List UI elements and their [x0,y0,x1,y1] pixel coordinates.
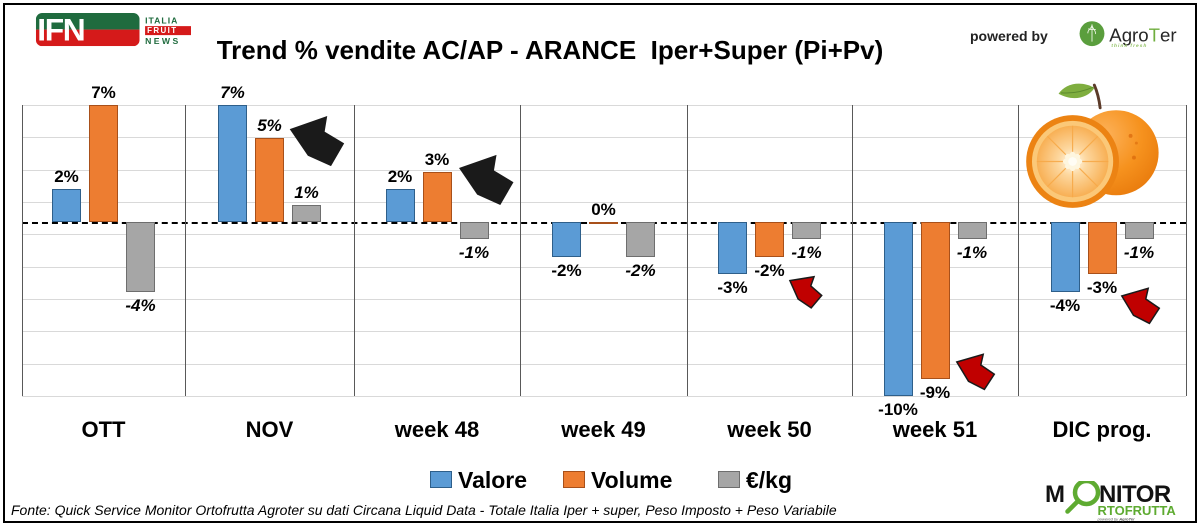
svg-text:FRUIT: FRUIT [147,26,177,35]
svg-text:powered by AgroTer: powered by AgroTer [1097,517,1136,522]
svg-text:think fresh: think fresh [1111,43,1147,49]
svg-text:AgroTer: AgroTer [1109,24,1176,45]
svg-text:ITALIA: ITALIA [145,15,178,25]
svg-text:RTOFRUTTA: RTOFRUTTA [1098,503,1177,518]
svg-text:M: M [1045,481,1065,508]
